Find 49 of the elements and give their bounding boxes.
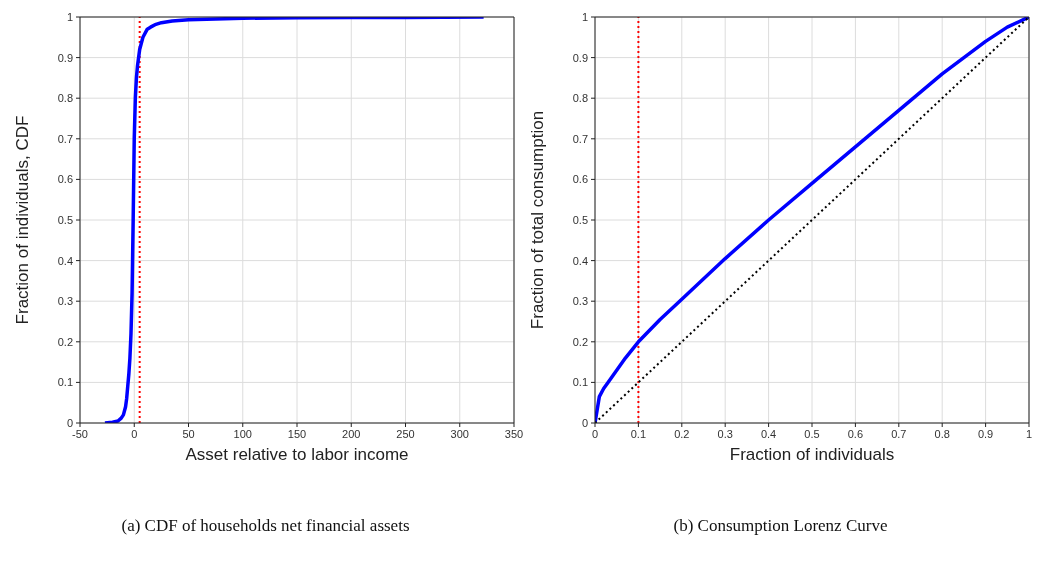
y-axis-title: Fraction of individuals, CDF: [13, 115, 33, 325]
y-tick-label: 0.2: [57, 335, 73, 348]
y-tick-label: 0.6: [572, 173, 588, 186]
y-tick-label: 0.9: [572, 51, 588, 64]
y-tick-label: 0.8: [57, 92, 73, 105]
x-axis-title: Asset relative to labor income: [185, 445, 409, 464]
y-tick-label: 1: [66, 10, 73, 23]
line-series: [103, 17, 486, 423]
text: (a) CDF of households net financial assets: [120, 516, 411, 536]
y-tick-label: 0.1: [572, 376, 588, 389]
x-tick-label: 1: [1025, 427, 1033, 440]
y-tick-label: 0.7: [572, 132, 588, 145]
x-tick-label: 250: [396, 427, 415, 440]
y-tick-label: 0.1: [57, 376, 73, 389]
y-axis-title: Fraction of total consumption: [528, 110, 548, 330]
y-tick-label: 0.5: [572, 213, 588, 226]
y-tick-label: 0.3: [572, 295, 588, 308]
x-tick-label: 50: [182, 427, 195, 440]
x-tick-label: 0.8: [934, 427, 950, 440]
x-axis-title: Fraction of individuals: [729, 445, 895, 464]
x-tick-label: 200: [342, 427, 361, 440]
x-tick-label: 300: [450, 427, 469, 440]
y-tick-label: 0.7: [57, 132, 73, 145]
x-tick-label: 0.1: [630, 427, 647, 440]
x-tick-label: 0.5: [804, 427, 820, 440]
x-tick-label: 0: [131, 427, 138, 440]
x-tick-label: 350: [504, 427, 524, 440]
y-tick-label: 0.4: [572, 254, 588, 267]
x-tick-label: -50: [72, 427, 88, 440]
text: (b) Consumption Lorenz Curve: [672, 516, 889, 536]
x-tick-label: 0.3: [717, 427, 733, 440]
y-tick-label: 1: [581, 10, 588, 23]
x-tick-label: 0.4: [760, 427, 777, 440]
y-tick-label: 0.6: [57, 173, 73, 186]
x-tick-label: 150: [287, 427, 307, 440]
y-tick-label: 0: [581, 416, 588, 429]
x-tick-label: 0.2: [674, 427, 690, 440]
y-tick-label: 0: [66, 416, 73, 429]
y-tick-label: 0.3: [57, 295, 73, 308]
x-tick-label: 100: [233, 427, 252, 440]
y-tick-label: 0.8: [572, 92, 588, 105]
x-tick-label: 0.9: [977, 427, 994, 440]
y-tick-label: 0.9: [57, 51, 73, 64]
x-tick-label: 0.6: [847, 427, 864, 440]
y-tick-label: 0.2: [572, 335, 588, 348]
x-tick-label: 0: [591, 427, 599, 440]
y-tick-label: 0.4: [57, 254, 73, 267]
y-tick-label: 0.5: [57, 213, 73, 226]
x-tick-label: 0.7: [891, 427, 907, 440]
